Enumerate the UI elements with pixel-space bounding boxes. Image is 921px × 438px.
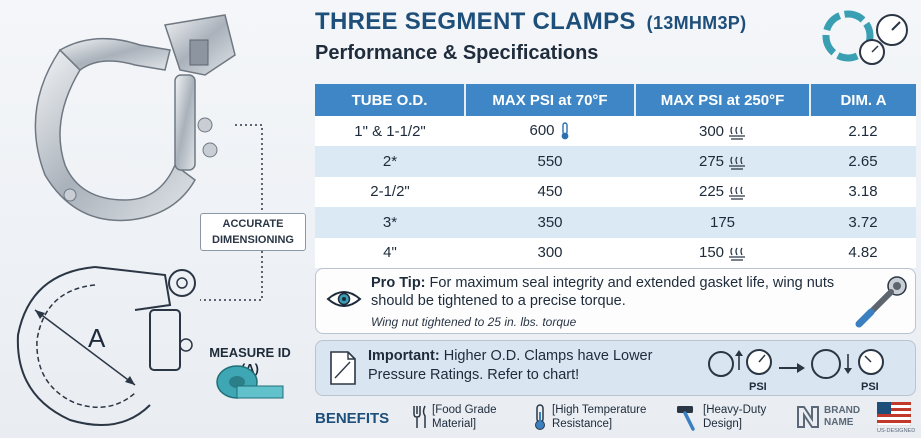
psi-250-value: 300	[698, 122, 725, 140]
psi-250-cell: 175	[635, 207, 810, 238]
benefits-label: BENEFITS	[315, 410, 390, 427]
hammer-icon	[677, 406, 695, 431]
tube-od-cell: 1" & 1-1/2"	[315, 116, 465, 147]
dim-a-cell: 2.65	[810, 146, 916, 177]
psi-70-cell: 550	[465, 146, 635, 177]
psi-250-value: 225	[698, 183, 725, 201]
document-icon	[330, 351, 356, 385]
benefit-temp-line2: Resistance]	[552, 418, 613, 430]
clamp-diagram-icon: A	[16, 266, 196, 426]
model-code: (13MHM3P)	[646, 13, 747, 33]
benefit-food-line2: Material]	[432, 418, 477, 430]
dimension-callout: ACCURATE DIMENSIONING	[200, 213, 306, 251]
tape-measure-icon	[216, 365, 284, 399]
page-subtitle: Performance & Specifications	[315, 42, 599, 64]
product-illustration-panel: ACCURATE DIMENSIONING A MEASURE ID (A)	[0, 0, 310, 438]
tube-od-cell: 2*	[315, 146, 465, 177]
psi-250-cell: 225	[635, 176, 810, 208]
thermometer-icon	[535, 404, 545, 430]
table-row: 4" 300 150 4.82	[315, 237, 916, 268]
dimension-callout-line2: DIMENSIONING	[212, 234, 294, 246]
fork-knife-icon	[413, 405, 426, 428]
table-header-row: TUBE O.D. MAX PSI at 70°F MAX PSI at 250…	[315, 84, 916, 116]
benefit-heavy-line2: Design]	[703, 418, 742, 430]
title-text: THREE SEGMENT CLAMPS	[315, 8, 636, 35]
table-row: 2* 550 275 2.65	[315, 146, 916, 177]
brand-name: BRAND NAME	[824, 405, 860, 429]
psi-250-cell: 275	[635, 146, 810, 177]
thermometer-icon	[561, 122, 568, 140]
pro-tip-text: Pro Tip: For maximum seal integrity and …	[371, 274, 851, 310]
header-dim-a: DIM. A	[810, 84, 916, 116]
measure-id-line1: MEASURE ID	[209, 345, 291, 360]
tube-od-cell: 3*	[315, 207, 465, 238]
us-designed-label: US-DESIGNED	[877, 428, 916, 434]
eye-icon	[326, 291, 362, 307]
header-psi-70: MAX PSI at 70°F	[465, 84, 636, 116]
psi-250-value: 275	[698, 153, 725, 171]
important-box: Important: Higher O.D. Clamps have Lower…	[315, 340, 916, 396]
important-text: Important: Higher O.D. Clamps have Lower…	[368, 347, 698, 385]
dim-a-cell: 4.82	[810, 237, 916, 268]
benefit-heavy-line1: Heavy-Duty	[706, 404, 767, 416]
dim-a-cell: 3.72	[810, 207, 916, 238]
psi-70-cell: 300	[465, 237, 635, 268]
heat-icon	[729, 156, 746, 170]
dim-a-cell: 3.18	[810, 176, 916, 208]
heat-icon	[729, 247, 746, 261]
pressure-change-diagram: PSI PSI	[708, 349, 884, 393]
table-row: 3* 350 175 3.72	[315, 207, 916, 238]
psi-250-cell: 150	[635, 237, 810, 268]
gauge-cycle-icon	[822, 10, 908, 65]
dim-a-cell: 2.12	[810, 116, 916, 147]
torque-wrench-icon	[855, 276, 907, 328]
psi-70-cell: 450	[465, 176, 635, 208]
psi-70-cell: 350	[465, 207, 635, 238]
tube-od-cell: 2-1/2"	[315, 176, 465, 208]
dimension-a-label: A	[88, 323, 106, 353]
pro-tip-label: Pro Tip:	[371, 275, 426, 291]
heat-icon	[729, 187, 746, 201]
important-body: Higher O.D. Clamps have Lower Pressure R…	[368, 348, 653, 383]
psi-70-value: 600	[529, 122, 555, 140]
psi-250-cell: 300	[635, 116, 810, 147]
spec-table: TUBE O.D. MAX PSI at 70°F MAX PSI at 250…	[315, 84, 916, 268]
table-row: 1" & 1-1/2" 600 300 2.12	[315, 116, 916, 147]
benefits-bar: BENEFITS [Food Grade Material] [High Temp…	[315, 402, 916, 434]
benefit-food-line1: Food Grade	[435, 404, 497, 416]
important-label: Important:	[368, 348, 440, 364]
psi-label-right: PSI	[861, 381, 879, 393]
psi-250-value: 150	[698, 244, 725, 262]
header-tube-od: TUBE O.D.	[315, 84, 466, 116]
page-title: THREE SEGMENT CLAMPS (13MHM3P)	[315, 8, 746, 36]
pro-tip-box: Pro Tip: For maximum seal integrity and …	[315, 268, 916, 334]
pro-tip-body: For maximum seal integrity and extended …	[371, 275, 835, 309]
dimension-callout-line1: ACCURATE	[222, 218, 284, 230]
heat-icon	[729, 126, 746, 140]
measure-id-label: MEASURE ID (A)	[200, 345, 300, 377]
brand-logo-icon	[797, 406, 819, 428]
brand-line2: NAME	[824, 417, 854, 428]
leader-line	[200, 124, 263, 301]
pro-tip-subtext: Wing nut tightened to 25 in. lbs. torque	[371, 315, 577, 329]
brand-line1: BRAND	[824, 405, 861, 416]
benefit-temp-line1: High Temperature	[555, 404, 647, 416]
table-row: 2-1/2" 450 225 3.18	[315, 176, 916, 208]
us-flag-icon	[877, 402, 911, 426]
psi-label-left: PSI	[749, 381, 767, 393]
tube-od-cell: 4"	[315, 237, 465, 268]
psi-70-cell: 600	[465, 116, 635, 147]
clamp-photo-icon	[34, 14, 236, 222]
header-psi-250: MAX PSI at 250°F	[635, 84, 811, 116]
